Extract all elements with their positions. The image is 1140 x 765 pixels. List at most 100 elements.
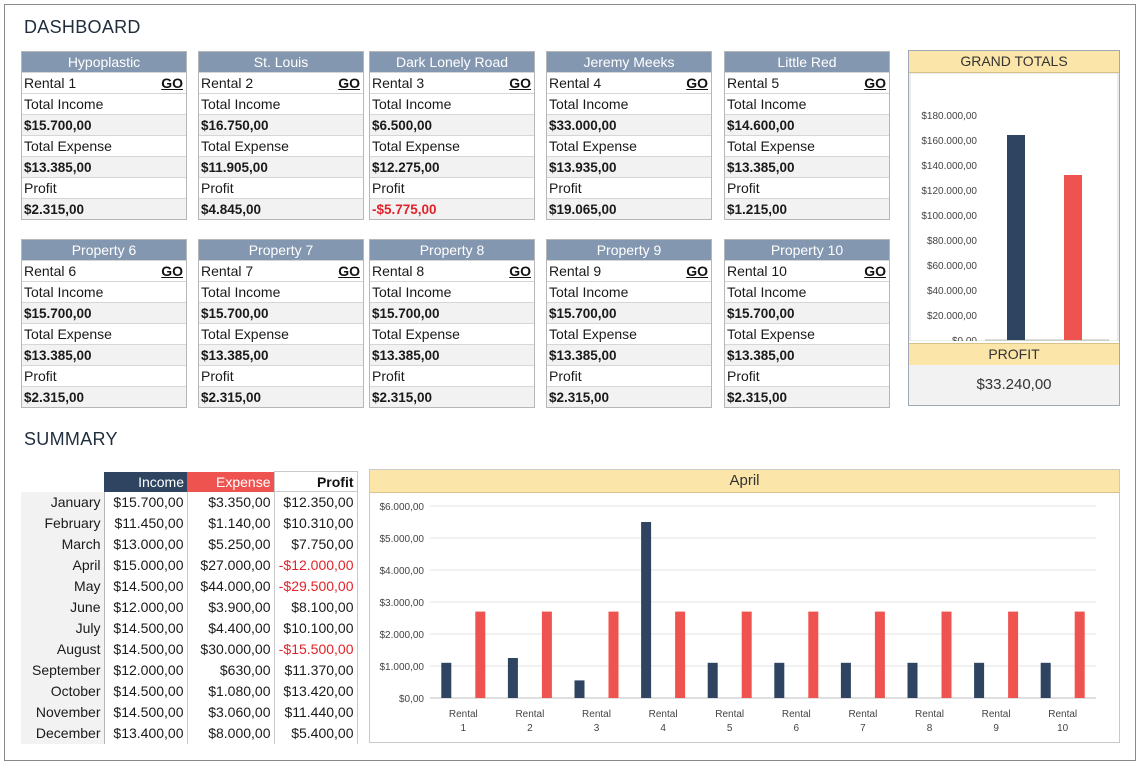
x-tick-label-number: 4 [660, 723, 666, 734]
rental-label: Rental 10 [727, 263, 787, 279]
profit-cell: $12.350,00 [274, 491, 358, 513]
rental-label: Rental 9 [549, 263, 602, 279]
expense-label: Total Expense [22, 135, 186, 156]
grand-totals-header: GRAND TOTALS [909, 51, 1119, 73]
profit-header-col: Profit [273, 471, 358, 492]
profit-cell: $7.750,00 [274, 533, 358, 555]
summary-row: September $12.000,00 $630,00 $11.370,00 [21, 659, 358, 681]
expense-value: $13.385,00 [725, 156, 889, 177]
expense-value: $13.385,00 [22, 344, 186, 365]
expense-value: $13.385,00 [199, 344, 363, 365]
rental-label: Rental 1 [24, 75, 77, 91]
rental-row: Rental 2 GO [199, 72, 363, 93]
income-value: $15.700,00 [547, 302, 711, 323]
april-chart-title: April [370, 470, 1119, 493]
x-tick-label: Rental [449, 709, 478, 720]
profit-value: $33.240,00 [909, 365, 1119, 405]
income-label: Total Income [370, 281, 534, 302]
expense-bar [541, 611, 552, 698]
x-tick-label: Rental [982, 709, 1011, 720]
go-link[interactable]: GO [686, 75, 708, 91]
x-tick-label: Rental [649, 709, 678, 720]
income-label: Total Income [547, 93, 711, 114]
go-link[interactable]: GO [338, 75, 360, 91]
summary-body: January $15.700,00 $3.350,00 $12.350,00 Febr… [21, 491, 358, 744]
y-tick-label: $20.000,00 [927, 311, 977, 322]
summary-table: Income Expense Profit January $15.700,00 $… [21, 471, 358, 744]
go-link[interactable]: GO [509, 75, 531, 91]
x-tick-label-number: 9 [993, 723, 999, 734]
month-label: July [21, 617, 105, 639]
profit-cell: $13.420,00 [274, 680, 358, 702]
go-link[interactable]: GO [864, 75, 886, 91]
expense-value: $13.385,00 [370, 344, 534, 365]
property-card: Property 6 Rental 6 GO Total Income $15.700,… [21, 239, 187, 408]
expense-value: $13.385,00 [22, 156, 186, 177]
rental-row: Rental 6 GO [22, 260, 186, 281]
april-chart: $0,00 $1.000,00 $2.000,00 $3.000,00 $4.000,0… [380, 502, 1096, 734]
income-value: $33.000,00 [547, 114, 711, 135]
property-name: Hypoplastic [22, 52, 186, 72]
profit-value: $2.315,00 [725, 386, 889, 407]
rental-label: Rental 4 [549, 75, 602, 91]
property-card: Property 9 Rental 9 GO Total Income $15.700,… [546, 239, 712, 408]
income-cell: $12.000,00 [104, 596, 188, 618]
x-tick-label: Rental [782, 709, 811, 720]
summary-row: October $14.500,00 $1.080,00 $13.420,00 [21, 680, 358, 702]
summary-row: March $13.000,00 $5.250,00 $7.750,00 [21, 533, 358, 555]
go-link[interactable]: GO [161, 75, 183, 91]
profit-value: $2.315,00 [199, 386, 363, 407]
profit-label: Profit [22, 365, 186, 386]
go-link[interactable]: GO [509, 263, 531, 279]
income-cell: $14.500,00 [104, 680, 188, 702]
expense-value: $13.935,00 [547, 156, 711, 177]
property-name: St. Louis [199, 52, 363, 72]
go-link[interactable]: GO [161, 263, 183, 279]
profit-cell: -$15.500,00 [274, 638, 358, 660]
expense-cell: $27.000,00 [187, 554, 275, 576]
month-label: November [21, 701, 105, 723]
month-label: September [21, 659, 105, 681]
bar-expense [1064, 175, 1082, 340]
go-link[interactable]: GO [686, 263, 708, 279]
income-bar [1040, 662, 1051, 698]
profit-header: PROFIT [909, 343, 1119, 366]
income-cell: $11.450,00 [104, 512, 188, 534]
expense-bar [874, 611, 885, 698]
x-tick-label-number: 1 [461, 723, 467, 734]
month-label: January [21, 491, 105, 513]
summary-row: December $13.400,00 $8.000,00 $5.400,00 [21, 722, 358, 744]
expense-bar [741, 611, 752, 698]
profit-label: Profit [725, 365, 889, 386]
rental-row: Rental 4 GO [547, 72, 711, 93]
income-label: Total Income [725, 93, 889, 114]
y-tick-label: $60.000,00 [927, 261, 977, 272]
rental-row: Rental 10 GO [725, 260, 889, 281]
profit-label: Profit [370, 365, 534, 386]
rental-row: Rental 5 GO [725, 72, 889, 93]
income-header: Income [104, 471, 187, 492]
expense-label: Total Expense [22, 323, 186, 344]
expense-bar [608, 611, 619, 698]
income-cell: $14.500,00 [104, 638, 188, 660]
income-cell: $14.500,00 [104, 701, 188, 723]
income-value: $15.700,00 [22, 302, 186, 323]
y-tick-label: $0,00 [952, 336, 977, 341]
profit-cell: -$12.000,00 [274, 554, 358, 576]
income-label: Total Income [199, 281, 363, 302]
go-link[interactable]: GO [864, 263, 886, 279]
grand-totals-chart: $0,00 $20.000,00 $40.000,00 $60.000,00 $80.0… [909, 73, 1119, 341]
profit-label: Profit [547, 177, 711, 198]
dashboard-title: DASHBOARD [24, 17, 141, 37]
expense-value: $12.275,00 [370, 156, 534, 177]
rental-row: Rental 9 GO [547, 260, 711, 281]
go-link[interactable]: GO [338, 263, 360, 279]
income-cell: $13.400,00 [104, 722, 188, 744]
profit-label: Profit [370, 177, 534, 198]
income-value: $15.700,00 [725, 302, 889, 323]
rental-row: Rental 8 GO [370, 260, 534, 281]
income-cell: $14.500,00 [104, 575, 188, 597]
y-tick-label: $3.000,00 [380, 598, 425, 609]
income-bar [574, 680, 585, 698]
property-name: Property 6 [22, 240, 186, 260]
